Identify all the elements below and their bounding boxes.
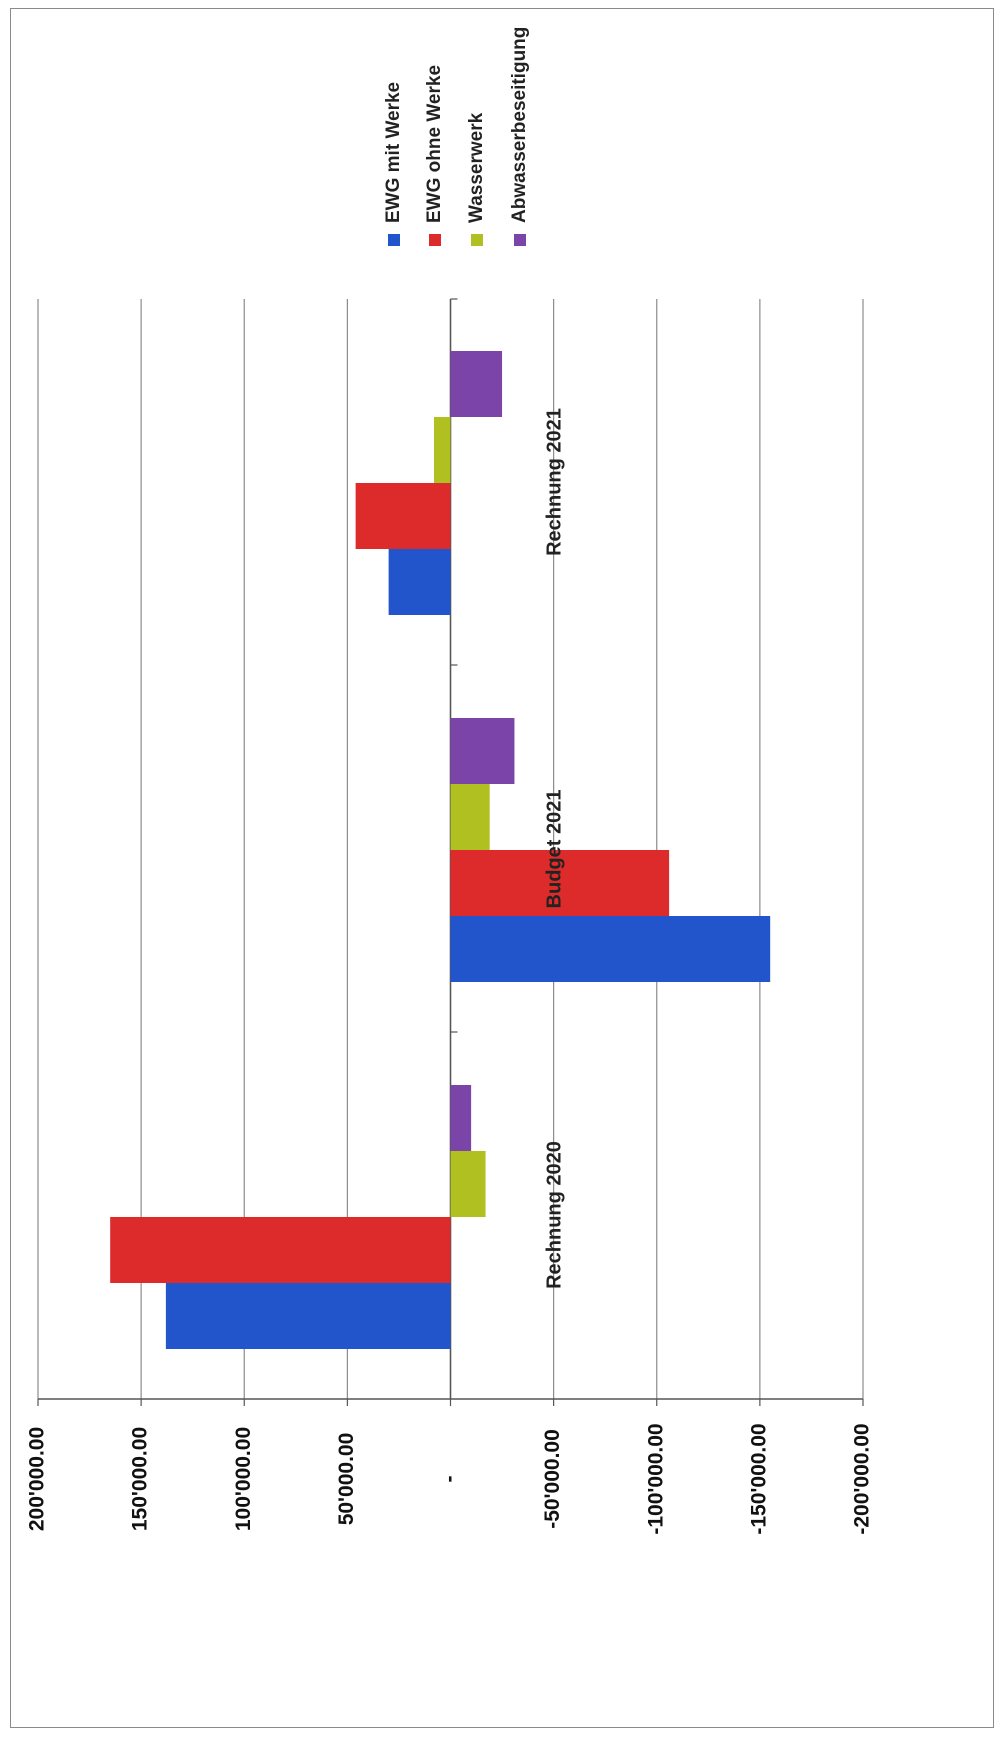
value-tick-label: -: [438, 1476, 461, 1483]
value-tick-label: 50'000.00: [335, 1433, 358, 1526]
bar-chart: Rechnung 2020 Budget 2021 Rechnung 2021 200…: [26, 27, 874, 1535]
legend-swatch: [388, 234, 400, 246]
legend-label: Wasserwerk: [466, 112, 487, 223]
bar-wasserwerk: [450, 1151, 486, 1217]
bar-ewg-mit-werke: [388, 549, 451, 615]
bar-ewg-mit-werke: [450, 916, 771, 982]
value-tick-label: -200'000.00: [851, 1423, 874, 1534]
legend-swatch: [514, 234, 526, 246]
value-tick-label: -100'000.00: [644, 1423, 667, 1534]
value-tick-label: -50'000.00: [541, 1429, 564, 1529]
legend-label: Abwasserbeseitigung: [509, 27, 530, 223]
category-label: Budget 2021: [543, 790, 565, 909]
legend-swatch: [429, 234, 441, 246]
bar-abwasserbeseitigung: [450, 351, 503, 417]
value-tick-label: -150'000.00: [747, 1423, 770, 1534]
legend-label: EWG mit Werke: [383, 82, 404, 223]
category-label: Rechnung 2020: [543, 1141, 565, 1289]
value-tick-label: 150'000.00: [129, 1427, 152, 1531]
bar-abwasserbeseitigung: [450, 1085, 472, 1151]
legend-swatch: [471, 234, 483, 246]
bar-abwasserbeseitigung: [450, 718, 515, 784]
value-tick-label: 100'000.00: [232, 1427, 255, 1531]
bar-ewg-ohne-werke: [110, 1217, 451, 1283]
chart-frame: Rechnung 2020 Budget 2021 Rechnung 2021 200…: [10, 8, 994, 1728]
bar-ewg-ohne-werke: [450, 850, 670, 916]
legend-label: EWG ohne Werke: [424, 65, 445, 223]
category-label: Rechnung 2021: [543, 408, 565, 556]
bar-wasserwerk: [434, 417, 451, 483]
bar-wasserwerk: [450, 784, 490, 850]
value-tick-label: 200'000.00: [26, 1427, 49, 1531]
bar-ewg-ohne-werke: [355, 483, 451, 549]
bar-ewg-mit-werke: [165, 1283, 451, 1349]
